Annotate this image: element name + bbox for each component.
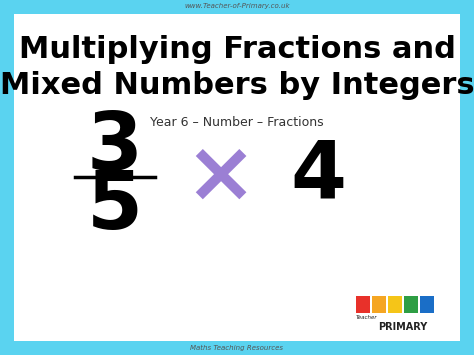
Text: Maths Teaching Resources: Maths Teaching Resources [191,345,283,351]
Text: 4: 4 [290,138,346,216]
Text: Year 6 – Number – Fractions: Year 6 – Number – Fractions [150,116,324,130]
Bar [420,296,434,312]
Text: PRIMARY: PRIMARY [378,322,428,332]
Bar [372,296,386,312]
Text: Teacher: Teacher [356,315,377,320]
Bar [356,296,370,312]
Text: 5: 5 [87,168,143,246]
Text: Mixed Numbers by Integers: Mixed Numbers by Integers [0,71,474,99]
Text: Multiplying Fractions and: Multiplying Fractions and [18,36,456,65]
Text: www.Teacher-of-Primary.co.uk: www.Teacher-of-Primary.co.uk [184,3,290,9]
Text: ×: × [184,136,256,218]
Text: 3: 3 [87,109,143,187]
Bar [388,296,402,312]
Bar [404,296,418,312]
